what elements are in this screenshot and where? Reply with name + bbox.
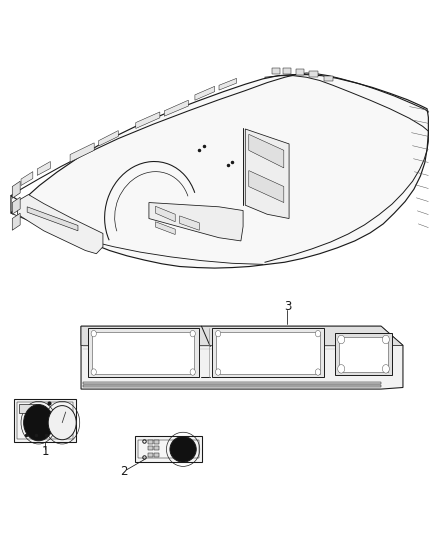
Polygon shape <box>14 399 76 442</box>
Polygon shape <box>92 332 194 374</box>
Polygon shape <box>249 134 284 168</box>
Circle shape <box>24 405 53 441</box>
Polygon shape <box>83 385 381 387</box>
Polygon shape <box>81 326 403 389</box>
Polygon shape <box>164 100 188 116</box>
Circle shape <box>338 365 345 373</box>
Polygon shape <box>154 453 159 457</box>
Polygon shape <box>216 332 320 374</box>
Polygon shape <box>148 446 153 450</box>
Polygon shape <box>12 213 20 230</box>
Polygon shape <box>219 78 237 90</box>
Polygon shape <box>149 203 243 241</box>
Polygon shape <box>81 326 403 345</box>
Circle shape <box>338 335 345 344</box>
Polygon shape <box>249 171 284 203</box>
Polygon shape <box>155 206 175 222</box>
Polygon shape <box>180 216 199 230</box>
Text: 1: 1 <box>41 445 49 458</box>
Circle shape <box>382 335 389 344</box>
Polygon shape <box>11 75 428 268</box>
Polygon shape <box>335 333 392 375</box>
Polygon shape <box>12 181 20 198</box>
Polygon shape <box>138 440 199 458</box>
Polygon shape <box>195 86 215 100</box>
Polygon shape <box>324 76 333 81</box>
Polygon shape <box>12 197 20 214</box>
Text: 3: 3 <box>285 300 292 313</box>
Circle shape <box>315 369 321 375</box>
Text: 2: 2 <box>120 465 127 478</box>
Circle shape <box>91 369 96 375</box>
Polygon shape <box>245 129 289 219</box>
Polygon shape <box>83 382 381 384</box>
Circle shape <box>91 330 96 337</box>
Polygon shape <box>21 172 33 185</box>
Circle shape <box>215 369 221 375</box>
Circle shape <box>190 330 195 337</box>
Polygon shape <box>19 404 36 413</box>
Polygon shape <box>148 453 153 457</box>
Polygon shape <box>154 440 159 444</box>
Polygon shape <box>37 161 50 175</box>
Circle shape <box>382 365 389 373</box>
Polygon shape <box>339 337 388 372</box>
Ellipse shape <box>170 437 196 462</box>
Polygon shape <box>27 207 78 231</box>
Polygon shape <box>296 69 304 75</box>
Polygon shape <box>309 71 318 77</box>
Polygon shape <box>136 112 160 128</box>
Polygon shape <box>18 195 103 254</box>
Polygon shape <box>99 131 118 146</box>
Circle shape <box>48 406 76 440</box>
Circle shape <box>190 369 195 375</box>
Polygon shape <box>212 328 324 377</box>
Polygon shape <box>88 328 199 377</box>
Circle shape <box>215 330 221 337</box>
Polygon shape <box>155 222 175 235</box>
Polygon shape <box>135 436 202 462</box>
Polygon shape <box>283 68 291 74</box>
Polygon shape <box>17 402 73 439</box>
Circle shape <box>315 330 321 337</box>
Polygon shape <box>70 143 94 162</box>
Polygon shape <box>148 440 153 444</box>
Polygon shape <box>272 68 280 74</box>
Polygon shape <box>154 446 159 450</box>
